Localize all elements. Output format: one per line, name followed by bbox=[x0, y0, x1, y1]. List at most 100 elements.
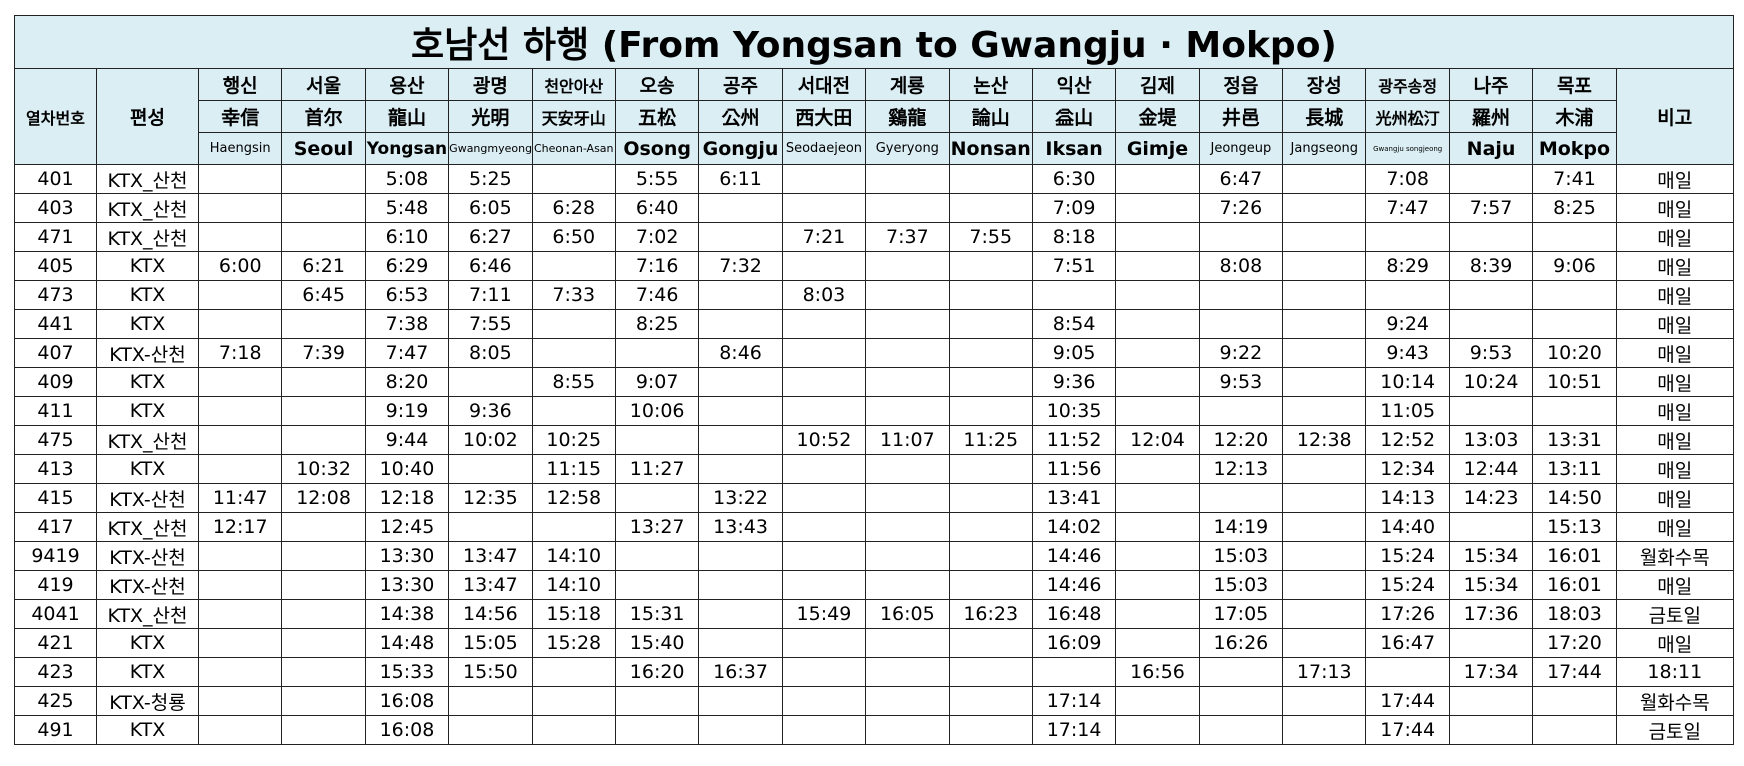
time-cell: 15:13 bbox=[1532, 512, 1617, 542]
time-cell bbox=[1448, 396, 1534, 426]
station-en: Seodaejeon bbox=[781, 132, 867, 165]
time-cell bbox=[1282, 570, 1367, 600]
time-cell: 10:06 bbox=[614, 396, 700, 426]
time-cell bbox=[948, 715, 1033, 745]
time-cell: 7:39 bbox=[281, 338, 366, 368]
time-cell: 10:20 bbox=[1532, 338, 1617, 368]
time-cell bbox=[281, 425, 366, 455]
time-cell bbox=[448, 686, 533, 716]
time-cell bbox=[1282, 512, 1367, 542]
time-cell: 7:26 bbox=[1198, 193, 1284, 223]
time-cell bbox=[781, 367, 867, 397]
time-cell bbox=[1282, 338, 1367, 368]
time-cell bbox=[1031, 657, 1117, 687]
station-en: Gwangmyeong bbox=[448, 132, 533, 165]
time-cell: 7:16 bbox=[614, 251, 700, 281]
time-cell: 14:46 bbox=[1031, 541, 1117, 571]
train-number: 415 bbox=[14, 483, 97, 513]
note: 매일 bbox=[1615, 628, 1734, 658]
station-en: Gwangju songjeong bbox=[1365, 132, 1450, 165]
station-ko: 목포 bbox=[1532, 68, 1617, 101]
train-number: 419 bbox=[14, 570, 97, 600]
time-cell bbox=[1365, 222, 1450, 252]
time-cell: 6:21 bbox=[281, 251, 366, 281]
station-hanja: 公州 bbox=[698, 100, 783, 133]
formation: KTX bbox=[96, 280, 199, 310]
time-cell bbox=[865, 715, 950, 745]
note: 매일 bbox=[1615, 483, 1734, 513]
time-cell bbox=[1115, 251, 1200, 281]
time-cell bbox=[948, 541, 1033, 571]
station-en: Haengsin bbox=[197, 132, 283, 165]
station-en: Osong bbox=[614, 132, 700, 165]
time-cell: 10:51 bbox=[1532, 367, 1617, 397]
time-cell bbox=[1198, 309, 1284, 339]
time-cell bbox=[948, 251, 1033, 281]
time-cell: 13:30 bbox=[364, 570, 450, 600]
time-cell bbox=[281, 570, 366, 600]
data-row: 441 KTX 7:38 7:55 8:25 8:54 9:24 매일 bbox=[14, 309, 1734, 339]
formation: KTX-산천 bbox=[96, 541, 199, 571]
time-cell: 7:38 bbox=[364, 309, 450, 339]
time-cell bbox=[865, 628, 950, 658]
time-cell bbox=[1115, 715, 1200, 745]
time-cell: 12:35 bbox=[448, 483, 533, 513]
data-row: 4041 KTX_산천 14:38 14:56 15:18 15:31 15:49 16:05… bbox=[14, 599, 1734, 629]
time-cell bbox=[448, 512, 533, 542]
time-cell bbox=[1115, 541, 1200, 571]
time-cell: 15:40 bbox=[614, 628, 700, 658]
time-cell: 15:34 bbox=[1448, 541, 1534, 571]
time-cell bbox=[197, 193, 283, 223]
time-cell: 15:33 bbox=[364, 657, 450, 687]
time-cell bbox=[1532, 309, 1617, 339]
time-cell: 15:05 bbox=[448, 628, 533, 658]
station-en: Jangseong bbox=[1282, 132, 1367, 165]
time-cell bbox=[1198, 483, 1284, 513]
time-cell bbox=[281, 396, 366, 426]
time-cell bbox=[1282, 367, 1367, 397]
time-cell: 8:29 bbox=[1365, 251, 1450, 281]
data-row: 421 KTX 14:48 15:05 15:28 15:40 16:09 16:26 16:4… bbox=[14, 628, 1734, 658]
time-cell bbox=[1115, 396, 1200, 426]
time-cell: 17:13 bbox=[1282, 657, 1367, 687]
station-en: Mokpo bbox=[1532, 132, 1617, 165]
time-cell bbox=[281, 512, 366, 542]
time-cell: 7:41 bbox=[1532, 164, 1617, 194]
formation: KTX-산천 bbox=[96, 570, 199, 600]
header-cell: 비고 bbox=[1615, 68, 1734, 165]
data-row: 417 KTX_산천 12:17 12:45 13:27 13:43 14:02 14:19 1… bbox=[14, 512, 1734, 542]
station-hanja: 益山 bbox=[1031, 100, 1117, 133]
time-cell: 15:03 bbox=[1198, 541, 1284, 571]
time-cell bbox=[948, 570, 1033, 600]
time-cell bbox=[197, 715, 283, 745]
time-cell bbox=[531, 164, 616, 194]
station-hanja: 金堤 bbox=[1115, 100, 1200, 133]
station-ko: 서울 bbox=[281, 68, 366, 101]
time-cell: 6:00 bbox=[197, 251, 283, 281]
time-cell bbox=[1031, 280, 1117, 310]
time-cell: 10:35 bbox=[1031, 396, 1117, 426]
station-hanja: 龍山 bbox=[364, 100, 450, 133]
time-cell bbox=[1115, 599, 1200, 629]
time-cell bbox=[197, 309, 283, 339]
data-row: 409 KTX 8:20 8:55 9:07 9:36 9:53 10:14 10:24 10:5… bbox=[14, 367, 1734, 397]
train-number: 491 bbox=[14, 715, 97, 745]
station-en: Gimje bbox=[1115, 132, 1200, 165]
data-row: 423 KTX 15:33 15:50 16:20 16:37 16:56 17:13 17:3… bbox=[14, 657, 1734, 687]
time-cell: 7:55 bbox=[448, 309, 533, 339]
time-cell: 12:34 bbox=[1365, 454, 1450, 484]
time-cell: 13:03 bbox=[1448, 425, 1534, 455]
formation: KTX bbox=[96, 454, 199, 484]
time-cell bbox=[1198, 222, 1284, 252]
time-cell bbox=[781, 715, 867, 745]
data-row: 407 KTX-산천 7:18 7:39 7:47 8:05 8:46 9:05 9:22 9:4… bbox=[14, 338, 1734, 368]
time-cell: 8:46 bbox=[698, 338, 783, 368]
time-cell: 16:08 bbox=[364, 715, 450, 745]
formation: KTX_산천 bbox=[96, 425, 199, 455]
time-cell bbox=[865, 193, 950, 223]
time-cell: 13:30 bbox=[364, 541, 450, 571]
time-cell bbox=[865, 164, 950, 194]
station-ko: 서대전 bbox=[781, 68, 867, 101]
time-cell bbox=[781, 164, 867, 194]
